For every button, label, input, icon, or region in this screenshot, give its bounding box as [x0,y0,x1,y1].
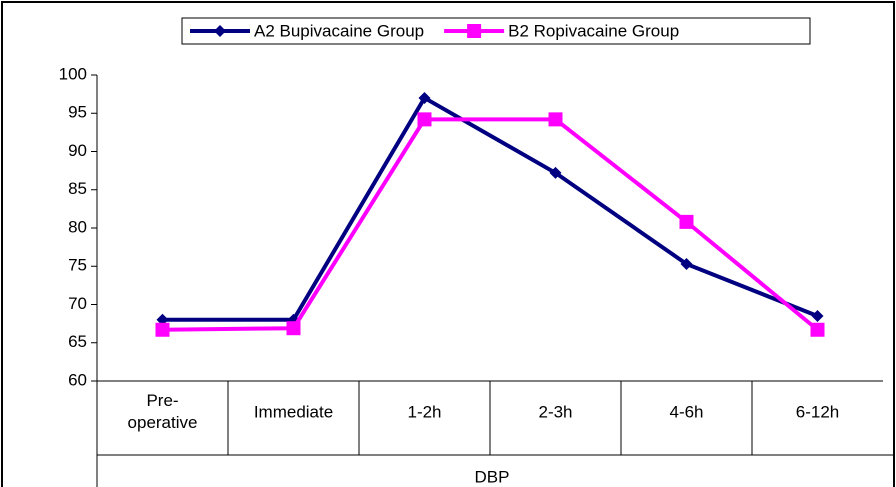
marker [155,322,170,337]
legend-label: B2 Ropivacaine Group [508,21,679,40]
marker [467,24,482,38]
y-tick-label: 70 [68,294,87,313]
y-tick-label: 80 [68,217,87,236]
x-tick-label: Pre-operative [128,391,198,432]
marker [810,322,825,337]
y-tick-label: 85 [68,179,87,198]
x-tick-label: 4-6h [669,402,703,421]
y-tick-label: 65 [68,332,87,351]
y-tick-label: 95 [68,103,87,122]
marker [549,166,562,179]
marker [286,321,301,336]
y-tick-label: 90 [68,141,87,160]
marker [679,214,694,229]
series-line [162,95,819,322]
marker [548,112,563,127]
marker [418,91,431,104]
legend-box [181,17,811,45]
x-tick-label: Immediate [254,402,333,421]
series-line [162,117,819,332]
marker [214,25,226,37]
x-tick-label: 1-2h [407,402,441,421]
y-tick-label: 60 [68,370,87,389]
x-tick-label: 2-3h [538,402,572,421]
marker [811,309,824,322]
y-tick-label: 75 [68,256,87,275]
marker [680,257,693,270]
y-tick-label: 100 [59,64,87,83]
legend-label: A2 Bupivacaine Group [254,21,424,40]
x-tick-label: 6-12h [796,402,839,421]
marker [417,112,432,127]
x-axis-label: DBP [475,467,510,486]
